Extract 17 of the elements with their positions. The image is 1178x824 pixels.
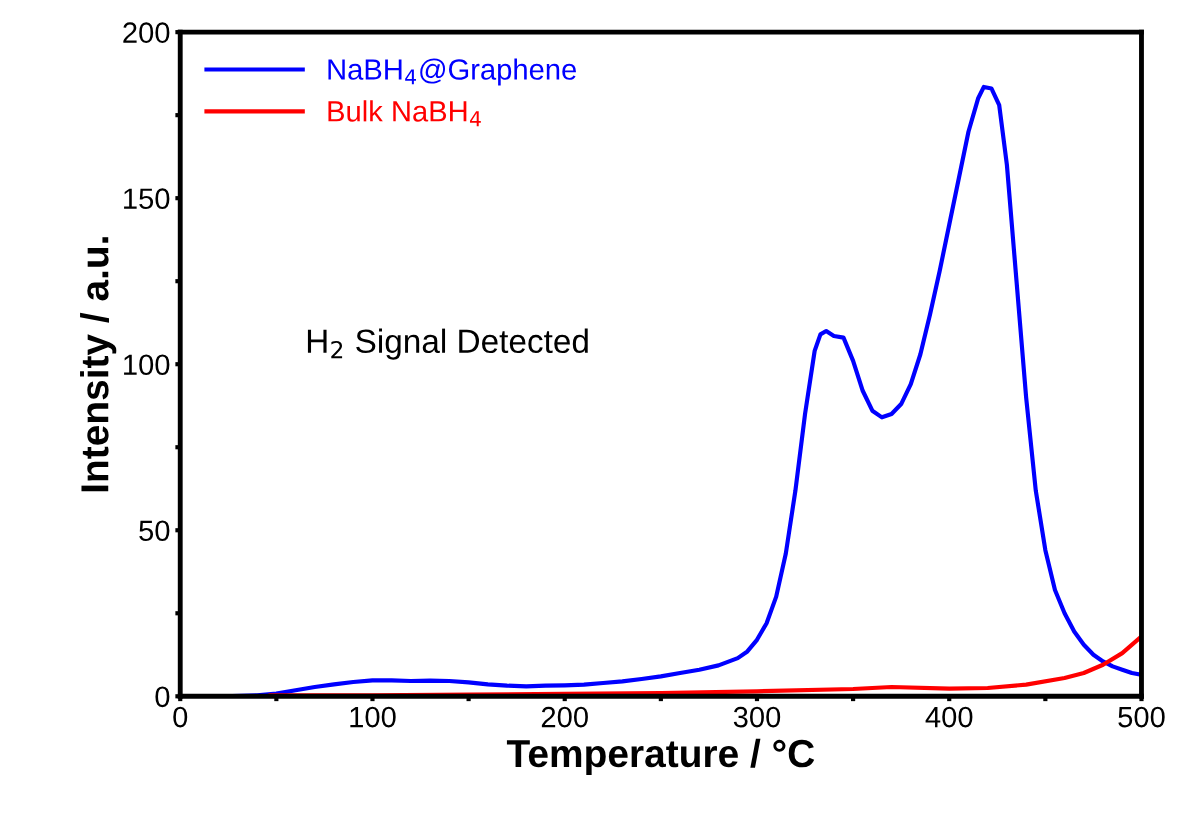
x-tick-label: 500 — [1118, 706, 1165, 728]
legend-label: NaBH$_{4}$@Graphene — [328, 58, 576, 86]
x-axis-title: Temperature / °C — [506, 738, 815, 775]
line-series — [268, 634, 1142, 697]
x-tick-label: 300 — [733, 706, 781, 728]
y-axis-title: Intensity / a.u. — [80, 237, 117, 492]
y-tick-label: 50 — [139, 520, 170, 542]
y-tick-label: 100 — [124, 354, 170, 376]
legend-label: Bulk NaBH$_{4}$ — [328, 100, 481, 127]
annotation: H$_{2}$ Signal Detected — [307, 328, 588, 360]
x-tick-label: 0 — [173, 706, 188, 728]
x-tick-label: 200 — [541, 706, 588, 728]
x-tick-label: 400 — [925, 706, 973, 728]
y-tick-label: 150 — [124, 188, 170, 210]
x-tick-label: 100 — [350, 706, 396, 728]
y-tick-label: 0 — [155, 686, 170, 708]
y-tick-label: 200 — [123, 22, 170, 43]
